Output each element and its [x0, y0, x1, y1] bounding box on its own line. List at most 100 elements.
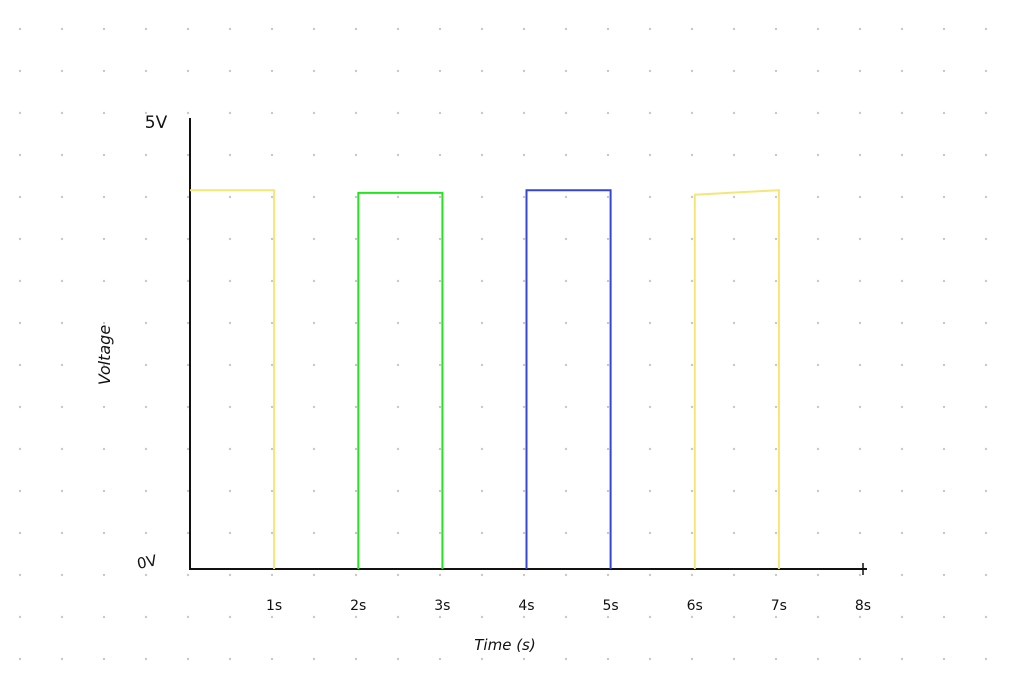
grid-dot [186, 237, 190, 241]
grid-dot [480, 405, 484, 409]
grid-dot [690, 615, 694, 619]
grid-dot [774, 405, 778, 409]
grid-dot [354, 237, 358, 241]
grid-dot [606, 153, 610, 157]
grid-dot [522, 489, 526, 493]
grid-dot [396, 531, 400, 535]
grid-dot [606, 27, 610, 31]
grid-dot [354, 489, 358, 493]
grid-dot [984, 573, 988, 577]
grid-dot [606, 279, 610, 283]
grid-dot [816, 363, 820, 367]
grid-dot [648, 111, 652, 115]
grid-dot [984, 27, 988, 31]
grid-dot [228, 237, 232, 241]
grid-dot [438, 531, 442, 535]
grid-dot [270, 447, 274, 451]
grid-dot [858, 111, 862, 115]
grid-dot [942, 27, 946, 31]
grid-dot [60, 237, 64, 241]
grid-dot [18, 615, 22, 619]
grid-dot [900, 573, 904, 577]
grid-dot [228, 27, 232, 31]
grid-dot [564, 405, 568, 409]
grid-dot [480, 447, 484, 451]
grid-dot [858, 237, 862, 241]
x-tick-label: 5s [603, 598, 619, 614]
grid-dot [900, 447, 904, 451]
grid-dot [228, 69, 232, 73]
grid-dot [522, 573, 526, 577]
grid-dot [60, 69, 64, 73]
grid-dot [480, 111, 484, 115]
grid-dot [690, 531, 694, 535]
grid-dot [102, 153, 106, 157]
grid-dot [774, 279, 778, 283]
grid-dot [186, 363, 190, 367]
grid-dot [186, 27, 190, 31]
grid-dot [774, 321, 778, 325]
grid-dot [102, 363, 106, 367]
grid-dot [774, 69, 778, 73]
grid-dot [144, 363, 148, 367]
grid-dot [690, 69, 694, 73]
grid-dot [606, 405, 610, 409]
grid-dot [690, 153, 694, 157]
grid-dot [60, 27, 64, 31]
grid-dot [816, 573, 820, 577]
grid-dot [270, 111, 274, 115]
grid-dot [564, 111, 568, 115]
grid-dot [438, 111, 442, 115]
grid-dot [984, 279, 988, 283]
grid-dot [648, 447, 652, 451]
x-tick-label: 1s [266, 598, 282, 614]
grid-dot [354, 279, 358, 283]
grid-dot [438, 279, 442, 283]
grid-dot [690, 237, 694, 241]
grid-dot [480, 657, 484, 661]
grid-dot [60, 615, 64, 619]
grid-dot [816, 195, 820, 199]
grid-dot [270, 237, 274, 241]
grid-dot [606, 321, 610, 325]
grid-dot [816, 111, 820, 115]
grid-dot [732, 405, 736, 409]
grid-dot [18, 195, 22, 199]
grid-dot [648, 531, 652, 535]
grid-dot [942, 279, 946, 283]
grid-dot [144, 531, 148, 535]
grid-dot [312, 405, 316, 409]
grid-dot [270, 195, 274, 199]
grid-dot [816, 447, 820, 451]
grid-dot [102, 279, 106, 283]
grid-dot [984, 531, 988, 535]
dot-grid [18, 27, 988, 661]
grid-dot [354, 153, 358, 157]
grid-dot [522, 279, 526, 283]
grid-dot [354, 195, 358, 199]
grid-dot [816, 237, 820, 241]
grid-dot [648, 573, 652, 577]
grid-dot [606, 237, 610, 241]
grid-dot [942, 615, 946, 619]
grid-dot [648, 153, 652, 157]
grid-dot [900, 153, 904, 157]
grid-dot [228, 111, 232, 115]
grid-dot [480, 27, 484, 31]
grid-dot [564, 321, 568, 325]
grid-dot [774, 27, 778, 31]
grid-dot [354, 111, 358, 115]
grid-dot [816, 657, 820, 661]
grid-dot [690, 279, 694, 283]
grid-dot [606, 531, 610, 535]
grid-dot [564, 237, 568, 241]
grid-dot [354, 321, 358, 325]
grid-dot [564, 489, 568, 493]
grid-dot [690, 573, 694, 577]
grid-dot [648, 489, 652, 493]
grid-dot [858, 489, 862, 493]
grid-dot [354, 573, 358, 577]
grid-dot [60, 111, 64, 115]
grid-dot [60, 153, 64, 157]
